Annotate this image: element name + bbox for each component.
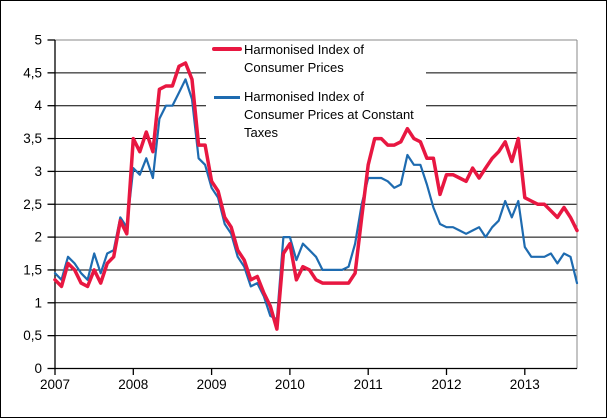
y-axis-tick-label: 0,5 [23,328,42,343]
hicp-ct-legend-label: Harmonised Index of Consumer Prices at C… [244,88,414,142]
x-axis-tick-label: 2009 [197,377,227,392]
y-axis-tick-label: 3,5 [23,131,42,146]
y-axis-tick-label: 1 [34,295,42,310]
hicp-legend-label: Harmonised Index of Consumer Prices [244,41,364,77]
y-axis-tick-label: 4 [34,98,42,113]
y-axis-tick-label: 2 [34,230,42,245]
y-axis-tick-label: 2,5 [23,197,42,212]
legend-text-line: Consumer Prices at Constant [244,107,414,122]
hicp-ct-line [53,78,579,321]
y-axis-tick-label: 4,5 [23,65,42,80]
x-axis-tick-label: 2010 [275,377,305,392]
x-axis-tick-label: 2013 [510,377,540,392]
hicp-ct-legend-line-swatch [214,96,240,99]
y-axis-tick-label: 1,5 [23,262,42,277]
x-axis-tick-label: 2007 [40,377,70,392]
y-axis-tick-label: 3 [34,164,42,179]
chart-legend: Harmonised Index of Consumer Prices Harm… [206,41,431,141]
legend-text-line: Consumer Prices [244,60,344,75]
legend-text-line: Harmonised Index of [244,42,364,57]
y-axis-tick-label: 0 [34,361,42,376]
legend-background [206,41,426,141]
legend-text-line: Harmonised Index of [244,89,364,104]
x-axis-tick-label: 2012 [431,377,461,392]
x-axis-tick-label: 2008 [118,377,148,392]
hicp-legend-line-swatch [212,47,242,51]
legend-text-line: Taxes [244,125,278,140]
y-axis-tick-label: 5 [34,33,42,48]
x-axis-tick-label: 2011 [354,377,383,392]
hicp-line [53,61,579,331]
